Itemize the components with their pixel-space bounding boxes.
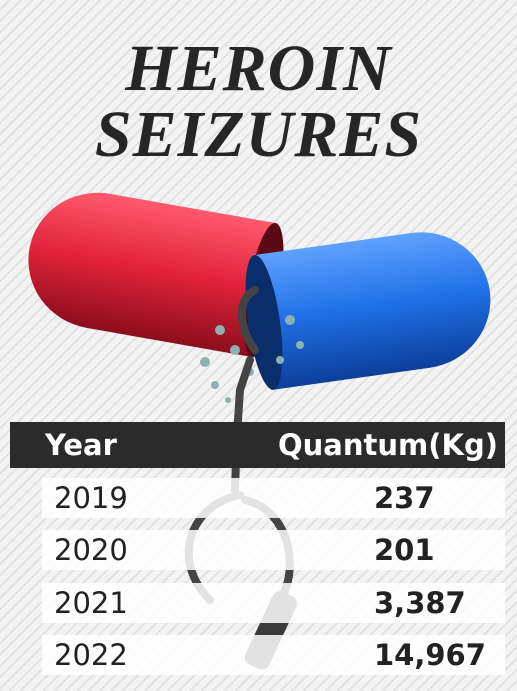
year-cell: 2019: [54, 481, 128, 515]
table-header: Year Quantum(Kg): [10, 422, 505, 468]
table-row: 2019 237: [42, 478, 505, 518]
table-row: 2021 3,387: [42, 583, 505, 623]
header-cell: Quantum(Kg): [278, 428, 498, 462]
quantum-cell: 14,967: [374, 638, 486, 672]
table-row: 2022 14,967: [42, 635, 505, 675]
table-row: 2020 201: [42, 530, 505, 570]
quantum-cell: 237: [374, 481, 435, 515]
year-cell: 2021: [54, 586, 128, 620]
infographic: HEROIN SEIZURES Year Quantum(Kg): [0, 0, 517, 691]
year-cell: 2022: [54, 638, 128, 672]
header-cell: Year: [45, 428, 117, 462]
year-cell: 2020: [54, 533, 128, 567]
quantum-cell: 3,387: [374, 586, 466, 620]
quantum-cell: 201: [374, 533, 435, 567]
